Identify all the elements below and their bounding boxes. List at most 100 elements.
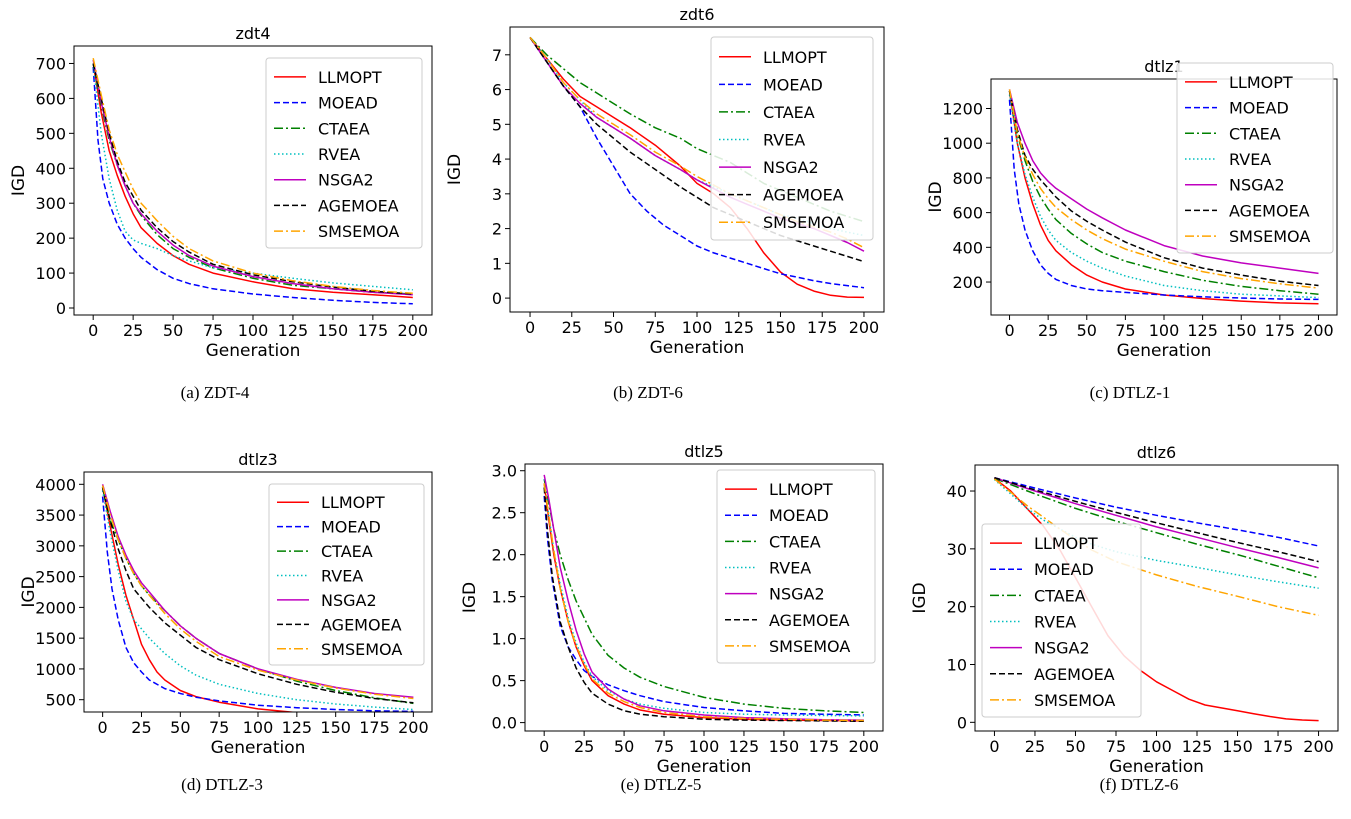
series-line-llmopt xyxy=(101,487,300,712)
legend-label-smsemoa: SMSEMOA xyxy=(1034,691,1115,710)
y-tick-label: 4000 xyxy=(35,475,76,494)
chart-title: dtlz3 xyxy=(238,450,277,469)
legend-box xyxy=(716,469,876,664)
x-axis-label: Generation xyxy=(1117,341,1212,361)
y-axis-label: IGD xyxy=(445,154,465,185)
chart-dtlz5: 0 25 50 75 100 125 150 175 200 0.0 0.5 1.0 1.5 2.0 2.5… xyxy=(460,442,884,794)
y-tick-label: 200 xyxy=(952,273,983,292)
legend-box xyxy=(268,483,425,666)
x-tick-label: 0 xyxy=(525,318,535,337)
legend-label-smsemoa: SMSEMOA xyxy=(763,213,844,232)
subfigure-caption: (b) ZDT-6 xyxy=(613,383,683,402)
y-tick-label: 1 xyxy=(492,254,502,273)
chart-dtlz1: 0 25 50 75 100 125 150 175 200 200 400 600 800 1000 12… xyxy=(926,57,1338,402)
chart-title: zdt6 xyxy=(679,5,714,24)
y-tick-label: 7 xyxy=(492,46,502,65)
x-tick-label: 100 xyxy=(1149,321,1180,340)
y-tick-label: 2.0 xyxy=(492,546,517,565)
x-tick-label: 50 xyxy=(1077,321,1097,340)
y-tick-label: 3000 xyxy=(35,537,76,556)
series-line-rvea xyxy=(92,63,413,291)
series-line-llmopt xyxy=(92,63,413,299)
legend: LLMOPT MOEAD CTAEA RVEA NSGA2 AGEMOEA SMSEMOA xyxy=(1176,62,1334,254)
x-tick-label: 50 xyxy=(603,318,623,337)
legend-box xyxy=(981,523,1142,718)
subfigure-caption: (f) DTLZ-6 xyxy=(1100,775,1179,794)
chart-zdt6: 0 25 50 75 100 125 150 175 200 0 1 2 3 4 5 6 7 zdt6 Genera… xyxy=(445,5,885,402)
y-axis-label: IGD xyxy=(460,582,480,613)
y-tick-label: 2000 xyxy=(35,598,76,617)
y-axis-label: IGD xyxy=(19,576,39,607)
legend-label-rvea: RVEA xyxy=(318,145,360,164)
legend-label-ctaea: CTAEA xyxy=(763,103,815,122)
chart-dtlz6: 0 25 50 75 100 125 150 175 200 0 10 20 30 40 dtlz6 Gene… xyxy=(910,443,1339,794)
x-axis-label: Generation xyxy=(1109,757,1204,777)
series-line-ctaea xyxy=(994,477,1319,579)
x-tick-label: 0 xyxy=(1004,321,1014,340)
legend-label-rvea: RVEA xyxy=(1229,150,1271,169)
y-tick-label: 1500 xyxy=(35,629,76,648)
x-tick-label: 0 xyxy=(98,718,108,737)
y-tick-label: 3500 xyxy=(35,506,76,525)
legend-label-llmopt: LLMOPT xyxy=(318,68,382,87)
legend-label-rvea: RVEA xyxy=(1034,613,1076,632)
legend-label-moead: MOEAD xyxy=(1034,560,1094,579)
y-tick-label: 10 xyxy=(947,656,967,675)
x-tick-label: 50 xyxy=(163,321,183,340)
y-tick-label: 1000 xyxy=(35,660,76,679)
x-axis-label: Generation xyxy=(211,738,306,758)
x-tick-label: 25 xyxy=(123,321,143,340)
legend-label-nsga2: NSGA2 xyxy=(1229,176,1285,195)
x-tick-label: 75 xyxy=(645,318,665,337)
legend-label-ctaea: CTAEA xyxy=(321,542,373,561)
x-tick-label: 200 xyxy=(1303,321,1334,340)
legend-label-llmopt: LLMOPT xyxy=(321,493,385,512)
subfigure-caption: (c) DTLZ-1 xyxy=(1090,383,1171,402)
legend: LLMOPT MOEAD CTAEA RVEA NSGA2 AGEMOEA SMSEMOA xyxy=(265,57,423,249)
x-tick-label: 75 xyxy=(209,718,229,737)
series-line-rvea xyxy=(1008,94,1319,299)
legend-label-ctaea: CTAEA xyxy=(769,532,821,551)
x-axis-label: Generation xyxy=(657,757,752,777)
x-tick-label: 0 xyxy=(539,737,549,756)
legend: LLMOPT MOEAD CTAEA RVEA NSGA2 AGEMOEA SMSEMOA xyxy=(710,36,874,241)
y-tick-label: 400 xyxy=(35,159,66,178)
y-tick-label: 0 xyxy=(957,713,967,732)
legend-label-nsga2: NSGA2 xyxy=(318,171,374,190)
series-line-llmopt xyxy=(1008,90,1319,305)
x-tick-label: 25 xyxy=(562,318,582,337)
legend-label-moead: MOEAD xyxy=(318,94,378,113)
x-tick-label: 75 xyxy=(1115,321,1135,340)
x-tick-label: 150 xyxy=(765,318,796,337)
legend-label-moead: MOEAD xyxy=(1229,99,1289,118)
x-axis-label: Generation xyxy=(206,341,301,361)
y-tick-label: 6 xyxy=(492,81,502,100)
legend-label-agemoea: AGEMOEA xyxy=(769,611,850,630)
x-tick-label: 125 xyxy=(278,321,309,340)
x-tick-label: 75 xyxy=(654,737,674,756)
series-line-smsemoa xyxy=(92,58,413,295)
y-tick-label: 4 xyxy=(492,150,502,169)
x-tick-label: 175 xyxy=(359,718,390,737)
chart-title: dtlz1 xyxy=(1144,57,1183,76)
x-tick-label: 150 xyxy=(1226,321,1257,340)
x-tick-label: 200 xyxy=(849,318,880,337)
x-tick-label: 125 xyxy=(729,737,760,756)
legend-label-moead: MOEAD xyxy=(769,506,829,525)
legend-label-moead: MOEAD xyxy=(763,75,823,94)
x-tick-label: 150 xyxy=(318,321,349,340)
legend-label-rvea: RVEA xyxy=(763,131,805,150)
legend-label-smsemoa: SMSEMOA xyxy=(769,637,850,656)
legend-label-smsemoa: SMSEMOA xyxy=(1229,227,1310,246)
x-tick-label: 125 xyxy=(282,718,313,737)
series-line-rvea xyxy=(101,490,414,711)
series-line-moead xyxy=(101,496,414,712)
y-tick-label: 2500 xyxy=(35,568,76,587)
legend: LLMOPT MOEAD CTAEA RVEA NSGA2 AGEMOEA SMSEMOA xyxy=(981,523,1142,718)
series-line-agemoea xyxy=(1008,90,1319,287)
x-tick-label: 150 xyxy=(1222,737,1253,756)
y-axis-label: IGD xyxy=(926,181,946,212)
y-tick-label: 1.0 xyxy=(492,630,517,649)
chart-title: zdt4 xyxy=(235,24,270,43)
